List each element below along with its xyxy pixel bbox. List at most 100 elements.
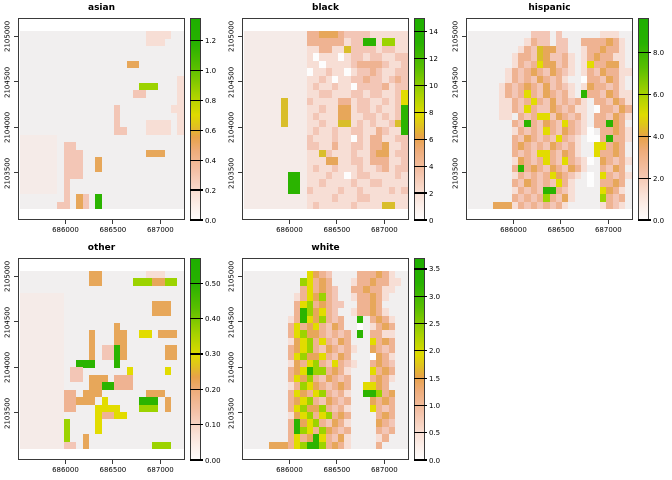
- raster-cell: [599, 82, 607, 91]
- raster-cell: [375, 53, 383, 61]
- raster-cell: [536, 45, 544, 54]
- raster-cell: [300, 315, 307, 323]
- raster-cell: [319, 31, 326, 39]
- raster-cell: [530, 105, 537, 113]
- raster-cell: [543, 105, 550, 113]
- raster-cell: [319, 360, 326, 368]
- raster-cell: [543, 179, 550, 187]
- raster-cell: [625, 171, 632, 180]
- raster-cell: [88, 278, 96, 286]
- raster-cell: [606, 38, 613, 46]
- raster-cell: [369, 201, 377, 209]
- raster-cell: [101, 382, 108, 390]
- raster-cell: [325, 157, 332, 165]
- raster-cell: [44, 404, 52, 412]
- raster-cell: [51, 345, 58, 353]
- raster-cell: [256, 194, 263, 202]
- raster-cell: [382, 352, 389, 361]
- raster-cell: [306, 97, 313, 106]
- raster-cell: [524, 164, 531, 172]
- raster-cell: [517, 82, 525, 91]
- raster-cell: [51, 164, 58, 172]
- raster-cell: [145, 149, 153, 158]
- raster-cell: [599, 68, 607, 76]
- panel-other: other 2103500 2104000 2104500 2105000 686000 6…: [0, 240, 224, 480]
- raster-cell: [369, 82, 377, 91]
- raster-cell: [612, 105, 619, 113]
- raster-cell: [394, 164, 402, 172]
- raster-cell: [401, 60, 408, 69]
- raster-cell: [275, 179, 282, 187]
- raster-cell: [325, 285, 332, 294]
- raster-cell: [331, 68, 339, 76]
- raster-cell: [139, 404, 146, 412]
- raster-cell: [382, 411, 389, 420]
- raster-cell: [357, 285, 364, 294]
- raster-cell: [511, 127, 519, 135]
- raster-cell: [312, 60, 320, 69]
- raster-cell: [262, 97, 269, 106]
- raster-cell: [574, 149, 582, 158]
- raster-cell: [536, 90, 544, 98]
- y-tick-label: 2104500: [227, 66, 236, 98]
- raster-cell: [25, 134, 33, 143]
- raster-cell: [287, 31, 295, 39]
- raster-cell: [19, 322, 26, 331]
- raster-cell: [536, 127, 544, 135]
- raster-cell: [363, 157, 370, 165]
- colorbar-tick-label: 8: [429, 108, 434, 117]
- raster-cell: [543, 157, 550, 165]
- raster-cell: [262, 82, 269, 91]
- raster-cell: [57, 441, 64, 449]
- raster-cell: [357, 201, 364, 209]
- raster-cell: [312, 374, 320, 383]
- raster-cell: [338, 31, 345, 39]
- raster-cell: [275, 171, 282, 180]
- colorbar-tick-mark: [638, 177, 651, 179]
- raster-cell: [325, 75, 332, 83]
- raster-cell: [268, 134, 276, 143]
- raster-cell: [38, 411, 45, 420]
- colorbar-tick-mark: [638, 51, 651, 54]
- raster-cell: [388, 201, 395, 209]
- raster-cell: [281, 31, 288, 39]
- raster-cell: [32, 134, 39, 143]
- raster-cell: [243, 90, 250, 98]
- raster-cell: [363, 271, 370, 279]
- raster-cell: [344, 441, 351, 449]
- raster-cell: [325, 38, 332, 46]
- raster-cell: [312, 271, 320, 279]
- raster-cell: [268, 157, 276, 165]
- raster-cell: [612, 120, 619, 128]
- raster-cell: [312, 53, 320, 61]
- raster-cell: [338, 441, 345, 449]
- raster-cell: [618, 112, 626, 121]
- raster-cell: [319, 171, 326, 180]
- raster-cell: [25, 300, 33, 309]
- raster-cell: [319, 112, 326, 121]
- raster-cell: [76, 164, 83, 172]
- raster-cell: [612, 157, 619, 165]
- raster-cell: [388, 330, 395, 338]
- raster-cell: [369, 157, 377, 165]
- raster-cell: [281, 134, 288, 143]
- raster-cell: [606, 45, 613, 54]
- raster-cell: [57, 419, 64, 427]
- raster-cell: [338, 426, 345, 435]
- raster-cell: [524, 157, 531, 165]
- raster-cell: [38, 186, 45, 195]
- raster-cell: [76, 367, 83, 375]
- raster-cell: [293, 179, 301, 187]
- raster-cell: [300, 82, 307, 91]
- raster-cell: [524, 179, 531, 187]
- raster-cell: [338, 404, 345, 412]
- raster-cell: [593, 68, 601, 76]
- raster-cell: [51, 179, 58, 187]
- colorbar-tick-label: 1.0: [429, 401, 441, 410]
- raster-cell: [32, 308, 39, 316]
- raster-cell: [388, 149, 395, 158]
- raster-cell: [338, 120, 345, 128]
- raster-cell: [394, 186, 402, 195]
- raster-cell: [25, 352, 33, 361]
- raster-cell: [312, 142, 320, 150]
